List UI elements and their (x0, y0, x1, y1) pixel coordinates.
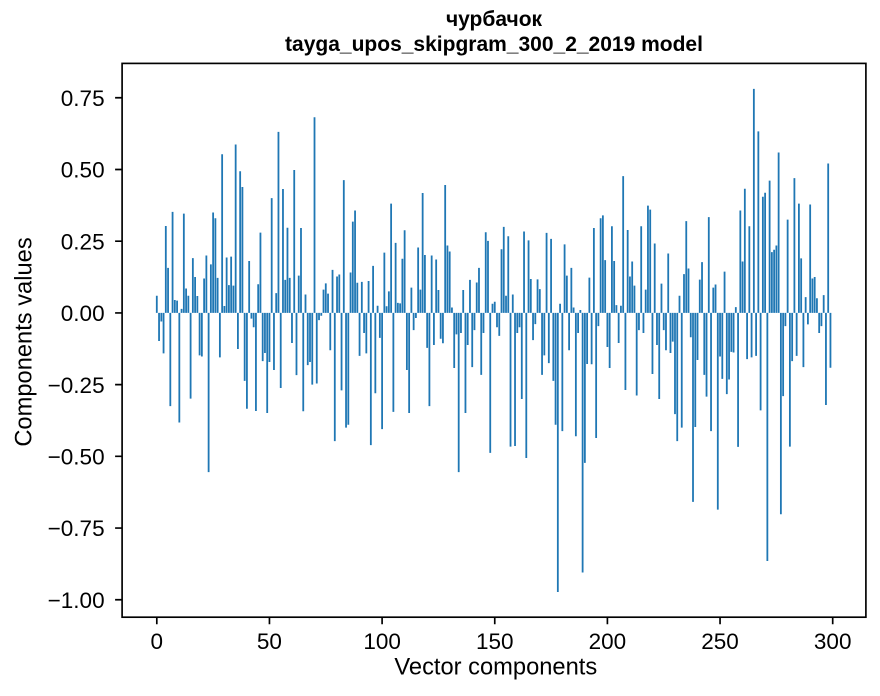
svg-text:300: 300 (814, 629, 852, 654)
svg-text:tayga_upos_skipgram_300_2_2019: tayga_upos_skipgram_300_2_2019 model (285, 33, 703, 56)
svg-text:−0.75: −0.75 (48, 516, 105, 541)
svg-text:0.25: 0.25 (61, 229, 105, 254)
svg-text:250: 250 (701, 629, 739, 654)
svg-text:150: 150 (476, 629, 514, 654)
svg-text:0.75: 0.75 (61, 86, 105, 111)
svg-text:200: 200 (589, 629, 627, 654)
svg-text:100: 100 (363, 629, 401, 654)
svg-text:−0.25: −0.25 (48, 373, 105, 398)
svg-text:0.50: 0.50 (61, 158, 105, 183)
svg-text:0: 0 (151, 629, 164, 654)
svg-text:0.00: 0.00 (61, 301, 105, 326)
svg-text:чурбачок: чурбачок (446, 8, 543, 31)
svg-text:Vector components: Vector components (394, 655, 597, 681)
svg-text:50: 50 (257, 629, 282, 654)
svg-text:−1.00: −1.00 (48, 588, 105, 613)
svg-text:−0.50: −0.50 (48, 445, 105, 470)
svg-text:Components values: Components values (12, 237, 38, 446)
